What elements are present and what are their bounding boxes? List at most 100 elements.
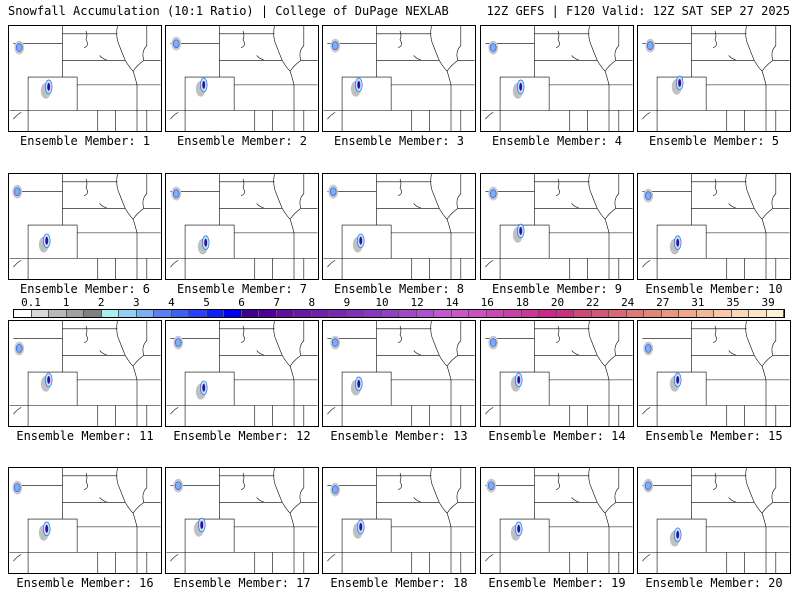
- map: [323, 174, 475, 279]
- colorbar-cell: [171, 310, 189, 317]
- colorbar-cell: [661, 310, 679, 317]
- colorbar-cell: [66, 310, 84, 317]
- snowfall-area: [173, 335, 208, 400]
- colorbar-cell: [521, 310, 539, 317]
- colorbar-cell: [154, 310, 172, 317]
- colorbar-cell: [259, 310, 277, 317]
- colorbar-cell: [679, 310, 697, 317]
- colorbar: [13, 309, 785, 318]
- colorbar-cell: [101, 310, 119, 317]
- member-label: Ensemble Member: 15: [645, 429, 783, 443]
- colorbar-label: 20: [550, 296, 565, 309]
- map: [638, 468, 790, 573]
- colorbar-cell: [206, 310, 224, 317]
- map: [9, 26, 161, 131]
- member-label: Ensemble Member: 3: [333, 134, 465, 148]
- map: [638, 321, 790, 426]
- colorbar-label: 2: [97, 296, 105, 309]
- member-label: Ensemble Member: 18: [330, 576, 468, 590]
- member-label: Ensemble Member: 16: [16, 576, 154, 590]
- colorbar-label: 22: [585, 296, 600, 309]
- colorbar-label: 39: [761, 296, 775, 309]
- member-label: Ensemble Member: 10: [645, 282, 783, 296]
- map-panel: [637, 173, 791, 280]
- map: [481, 174, 633, 279]
- map-panel: [8, 25, 162, 132]
- snowfall-area: [488, 335, 523, 392]
- member-label: Ensemble Member: 17: [173, 576, 311, 590]
- colorbar-cell: [469, 310, 487, 317]
- map: [166, 26, 318, 131]
- map-panel: [165, 173, 319, 280]
- colorbar-cell: [311, 310, 329, 317]
- map-panel: [480, 320, 634, 427]
- colorbar-cell: [119, 310, 137, 317]
- map-panel: [322, 320, 476, 427]
- member-label: Ensemble Member: 9: [491, 282, 623, 296]
- colorbar-cell: [136, 310, 154, 317]
- map: [166, 174, 318, 279]
- map: [323, 468, 475, 573]
- snowfall-area: [330, 482, 365, 539]
- colorbar-label: 4: [168, 296, 175, 309]
- map-panel: [322, 467, 476, 574]
- colorbar-cell: [381, 310, 399, 317]
- valid-time: 12Z GEFS | F120 Valid: 12Z SAT SEP 27 20…: [486, 4, 790, 18]
- member-label: Ensemble Member: 20: [645, 576, 783, 590]
- colorbar-cell: [486, 310, 504, 317]
- colorbar-label: 9: [343, 296, 351, 309]
- snowfall-area: [486, 478, 523, 541]
- snowfall-area: [643, 341, 682, 392]
- colorbar-cell: [451, 310, 469, 317]
- colorbar-label: 6: [238, 296, 245, 309]
- colorbar-cell: [539, 310, 557, 317]
- colorbar-label: 3: [132, 296, 140, 309]
- snowfall-area: [171, 36, 208, 97]
- colorbar-cell: [14, 310, 32, 317]
- snowfall-area: [12, 184, 51, 253]
- colorbar-label: 35: [726, 296, 740, 309]
- map-panel: [480, 173, 634, 280]
- snowfall-area: [173, 478, 206, 537]
- member-label: Ensemble Member: 6: [19, 282, 151, 296]
- colorbar-cell: [749, 310, 767, 317]
- chart-title: Snowfall Accumulation (10:1 Ratio) | Col…: [8, 4, 449, 18]
- map: [638, 174, 790, 279]
- map-panel: [480, 25, 634, 132]
- member-label: Ensemble Member: 19: [488, 576, 626, 590]
- colorbar-label: 10: [375, 296, 389, 309]
- member-label: Ensemble Member: 2: [176, 134, 308, 148]
- colorbar-label: 16: [480, 296, 494, 309]
- member-label: Ensemble Member: 13: [330, 429, 468, 443]
- colorbar-cell: [276, 310, 294, 317]
- map-panel: [8, 320, 162, 427]
- snowfall-area: [645, 38, 684, 95]
- colorbar-label: 1: [62, 296, 70, 309]
- colorbar-cell: [434, 310, 452, 317]
- colorbar-cell: [224, 310, 242, 317]
- snowfall-area: [328, 184, 365, 253]
- colorbar-cell: [766, 310, 784, 317]
- colorbar-label: 12: [410, 296, 424, 309]
- map: [481, 26, 633, 131]
- colorbar-cell: [714, 310, 732, 317]
- map-panel: [165, 467, 319, 574]
- member-label: Ensemble Member: 5: [648, 134, 780, 148]
- member-label: Ensemble Member: 4: [491, 134, 623, 148]
- colorbar-label: 0.1: [21, 296, 41, 309]
- colorbar-cell: [644, 310, 662, 317]
- colorbar-cell: [364, 310, 382, 317]
- map-panel: [637, 25, 791, 132]
- colorbar-cell: [49, 310, 67, 317]
- map: [323, 321, 475, 426]
- colorbar-label: 24: [621, 296, 635, 309]
- map: [9, 321, 161, 426]
- snowfall-area: [488, 186, 525, 243]
- map-panel: [637, 320, 791, 427]
- map-panel: [165, 25, 319, 132]
- snowfall-area: [12, 480, 51, 541]
- map-panel: [322, 173, 476, 280]
- map-panel: [637, 467, 791, 574]
- snowfall-area: [330, 335, 363, 396]
- colorbar-label: 27: [656, 296, 670, 309]
